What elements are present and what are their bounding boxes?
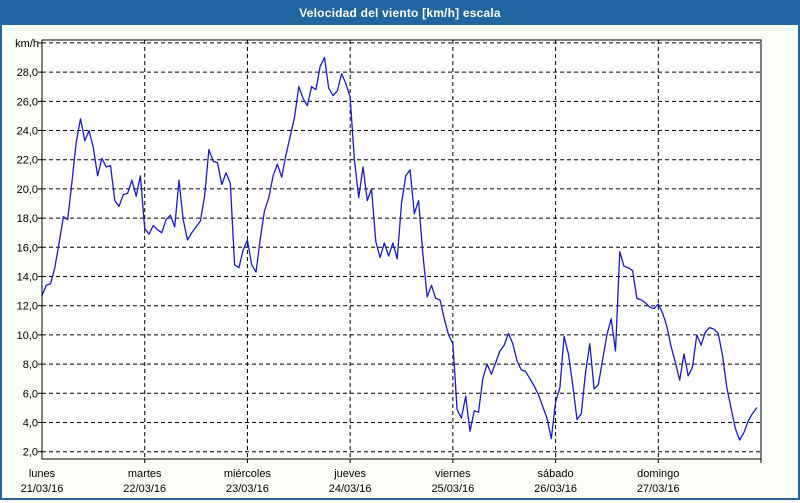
x-axis-day-label: viernes	[435, 468, 471, 480]
x-axis-day-label: martes	[128, 468, 162, 480]
y-tick-label: 22,0	[17, 155, 38, 167]
chart-title-bar: Velocidad del viento [km/h] escala	[2, 2, 798, 25]
y-tick-label: 26,0	[17, 96, 38, 108]
y-tick-label: 4,0	[23, 418, 38, 430]
x-axis-date-label: 26/03/16	[534, 483, 577, 495]
y-tick-label: 12,0	[17, 301, 38, 313]
chart-plot-region: 2,0 4,0 6,0 8,0 10,0 12,0 14,0 16,0 18,0 20,0 22,0…	[2, 25, 798, 498]
x-axis-day-label: sábado	[538, 468, 574, 480]
plot-border	[41, 39, 762, 460]
x-axis-day-label: miércoles	[224, 468, 272, 480]
x-axis-date-label: 23/03/16	[226, 483, 269, 495]
wind-speed-chart: 2,0 4,0 6,0 8,0 10,0 12,0 14,0 16,0 18,0 20,0 22,0…	[15, 38, 762, 495]
y-tick-label: 8,0	[23, 359, 38, 371]
x-axis-date-label: 21/03/16	[21, 483, 64, 495]
y-tick-label: 20,0	[17, 184, 38, 196]
plot-background	[42, 40, 761, 459]
wind-speed-line	[41, 56, 758, 441]
x-axis-date-label: 22/03/16	[123, 483, 166, 495]
y-axis-unit-label: km/h	[15, 38, 39, 50]
x-axis-date-label: 27/03/16	[637, 483, 680, 495]
x-axis-date-label: 25/03/16	[431, 483, 474, 495]
y-tick-label: 6,0	[23, 388, 38, 400]
x-axis-date-label: 24/03/16	[329, 483, 372, 495]
y-tick-label: 18,0	[17, 213, 38, 225]
y-tick-label: 16,0	[17, 242, 38, 254]
y-tick-label: 28,0	[17, 67, 38, 79]
chart-title: Velocidad del viento [km/h] escala	[299, 6, 501, 20]
y-tick-label: 2,0	[23, 447, 38, 459]
y-tick-label: 10,0	[17, 330, 38, 342]
x-axis-day-label: lunes	[29, 468, 56, 480]
x-axis-day-label: domingo	[637, 468, 679, 480]
x-axis-day-label: jueves	[333, 468, 366, 480]
y-tick-label: 24,0	[17, 126, 38, 138]
y-tick-label: 14,0	[17, 272, 38, 284]
